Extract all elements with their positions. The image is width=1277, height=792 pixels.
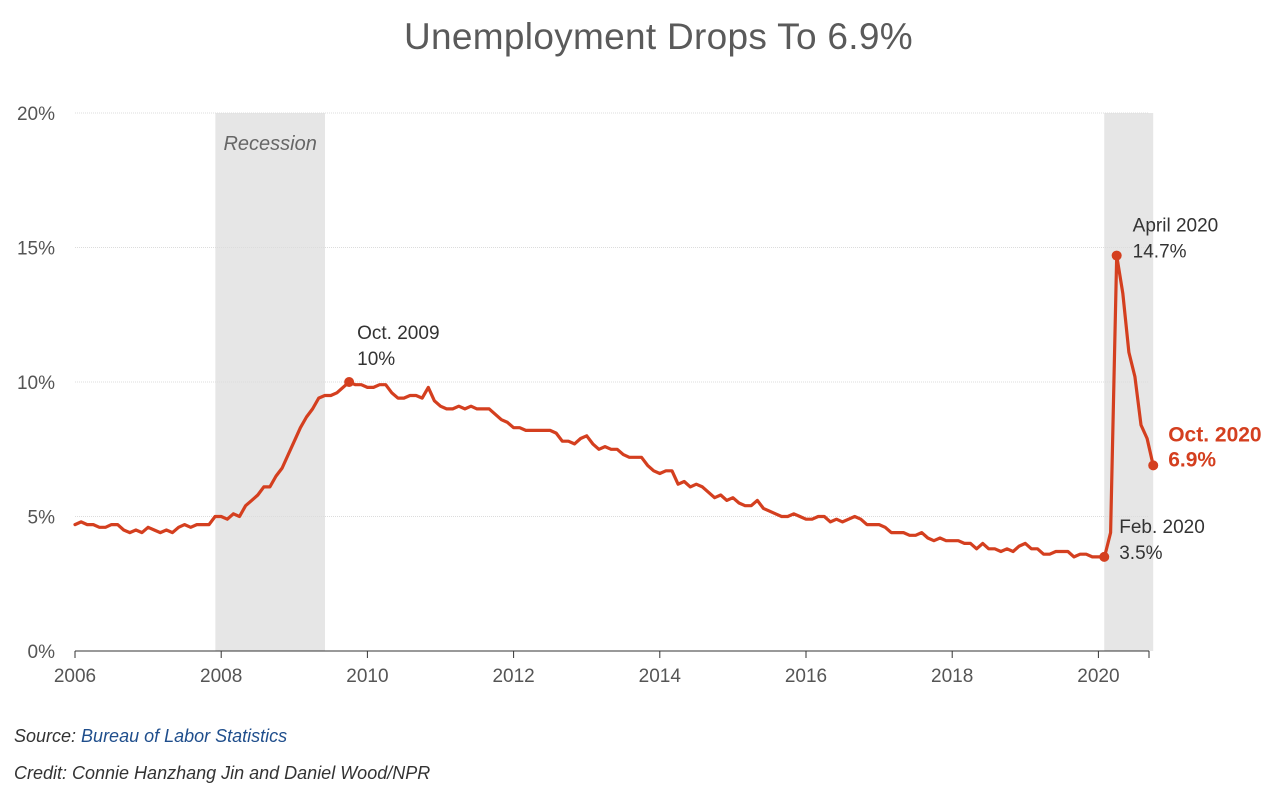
source-link[interactable]: Bureau of Labor Statistics [81,726,288,746]
annotation-label: 10% [357,349,395,370]
annotation-label: Oct. 2020 [1168,423,1261,446]
chart-title: Unemployment Drops To 6.9% [404,16,913,57]
y-tick-label: 10% [17,373,55,394]
annotation-point [1099,551,1110,562]
annotation-label: Feb. 2020 [1119,517,1205,538]
recession-label: Recession [223,133,316,155]
unemployment-rate-line [73,254,1155,559]
y-tick-label: 0% [28,642,56,663]
x-tick-label: 2006 [54,666,96,687]
series-lines [73,254,1155,559]
annotations: Oct. 2009 10% April 2020 14.7% Feb. 2020 3.5%… [344,216,1262,564]
annotation-label: April 2020 [1133,216,1219,237]
source-prefix: Source: [14,726,82,746]
y-tick-label: 20% [17,104,55,125]
x-tick-label: 2020 [1077,666,1119,687]
y-tick-label: 15% [17,239,55,260]
annotation-label: Oct. 2009 [357,323,439,344]
annotation-label: 3.5% [1119,543,1162,564]
annotation-label: 6.9% [1168,448,1216,471]
x-tick-label: 2018 [931,666,973,687]
x-tick-label: 2008 [200,666,242,687]
x-tick-label: 2012 [492,666,534,687]
annotation-point [344,377,355,387]
author-credit: Credit: Connie Hanzhang Jin and Daniel W… [14,763,431,783]
annotation-point [1111,250,1122,261]
source-credit: Source: Bureau of Labor Statistics [14,726,287,747]
x-tick-label: 2016 [785,666,827,687]
annotation-label: 14.7% [1133,242,1187,263]
x-tick-label: 2014 [639,666,682,687]
recession-bands: Recession [215,113,1154,651]
x-tick-label: 2010 [346,666,388,687]
y-tick-label: 5% [28,508,56,529]
annotation-point [1148,460,1159,471]
axes: 0% 5% 10% 15% 20% 2006 2008 2010 2012 2014 2016 201… [17,104,1150,687]
gridlines [75,112,1149,517]
